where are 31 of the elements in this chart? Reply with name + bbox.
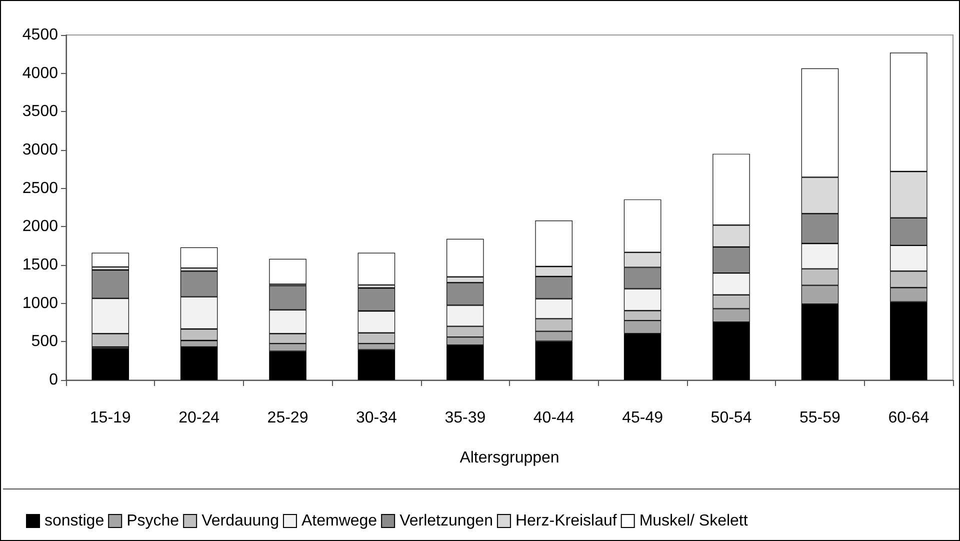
legend-label: sonstige — [44, 512, 104, 530]
x-tick-label: 60-64 — [888, 410, 930, 426]
y-tick-label: 1500 — [22, 256, 58, 274]
y-tick-label: 4500 — [22, 26, 58, 44]
y-tick-label: 1000 — [22, 294, 58, 312]
x-tick-label: 30-34 — [356, 410, 398, 426]
y-tick-label: 2500 — [22, 180, 58, 197]
bar — [358, 252, 396, 285]
x-tick-label: 35-39 — [444, 410, 486, 426]
x-tick-label: 45-49 — [622, 410, 664, 426]
legend-label: Muskel/ Skelett — [639, 512, 748, 530]
legend-label: Psyche — [126, 512, 180, 530]
x-tick-label: 50-54 — [710, 410, 752, 426]
x-tick-label: 15-19 — [90, 410, 131, 426]
bar — [92, 252, 129, 267]
legend-label: Verletzungen — [400, 512, 493, 530]
legend-label: Herz-Kreislauf — [515, 512, 618, 530]
x-tick-label: 25-29 — [267, 410, 308, 426]
y-tick-label: 3000 — [22, 142, 58, 158]
x-tick-label: 20-24 — [178, 410, 220, 426]
x-tick-label: 55-59 — [799, 410, 841, 426]
y-tick-label: 4000 — [22, 64, 58, 82]
x-tick-label: 40-44 — [533, 410, 574, 426]
y-tick-label: 500 — [31, 333, 58, 350]
legend-label: Atemwege — [301, 512, 378, 530]
y-tick-label: 3500 — [22, 103, 58, 120]
bar — [180, 247, 218, 268]
x-axis-title: Altersgruppen — [460, 450, 560, 466]
y-tick-label: 0 — [49, 372, 58, 388]
legend-label: Verdauung — [202, 512, 279, 530]
y-tick-label: 2000 — [22, 218, 58, 236]
